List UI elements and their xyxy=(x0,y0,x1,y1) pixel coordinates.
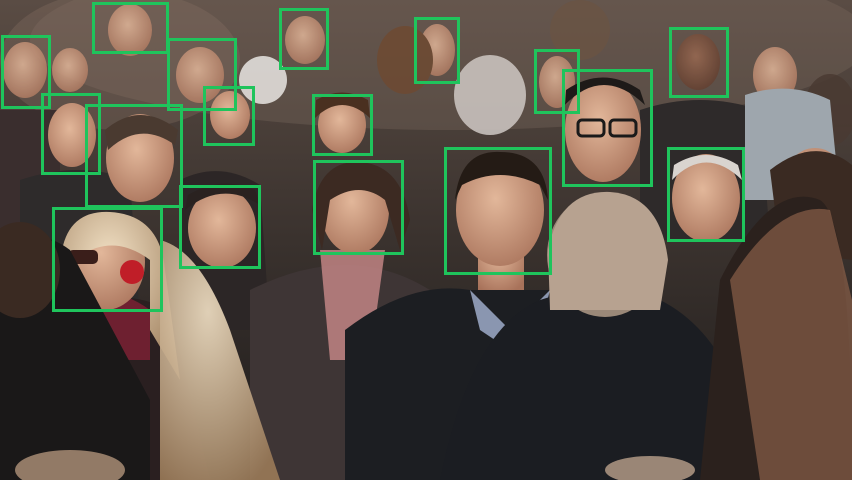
face-box xyxy=(52,207,163,312)
face-box xyxy=(85,104,183,208)
face-box xyxy=(313,160,404,255)
face-box xyxy=(414,17,460,84)
face-box xyxy=(562,69,653,187)
face-box xyxy=(669,27,729,98)
face-box xyxy=(279,8,329,70)
face-box xyxy=(667,147,745,242)
face-box xyxy=(179,185,261,269)
face-box xyxy=(92,2,169,54)
face-box xyxy=(203,86,255,146)
face-box xyxy=(312,94,373,156)
face-box xyxy=(444,147,552,275)
